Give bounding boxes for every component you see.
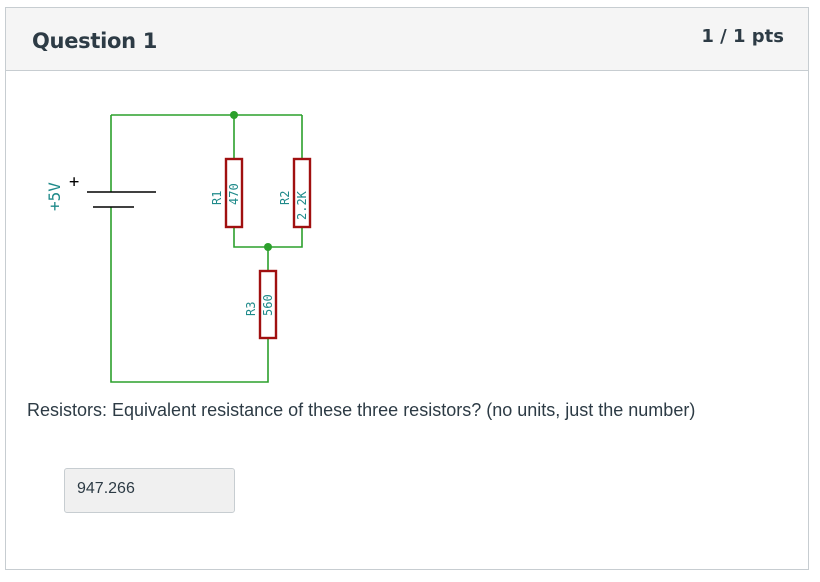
question-header: Question 1 1 / 1 pts bbox=[6, 8, 808, 71]
resistor-r2: R2 2.2K bbox=[278, 157, 312, 229]
question-points: 1 / 1 pts bbox=[701, 26, 784, 47]
junction-top bbox=[230, 111, 238, 119]
battery-polarity-label: + bbox=[69, 172, 79, 192]
circuit-diagram: + +5V R1 470 R2 2.2K R3 560 bbox=[45, 111, 312, 383]
junction-middle bbox=[264, 243, 272, 251]
answer-field[interactable]: 947.266 bbox=[64, 468, 235, 513]
battery-symbol bbox=[87, 191, 156, 208]
resistor-r1-value: 470 bbox=[227, 183, 241, 205]
resistor-r2-ref: R2 bbox=[278, 191, 292, 205]
source-voltage-label: +5V bbox=[45, 182, 64, 211]
resistor-r3: R3 560 bbox=[244, 269, 278, 340]
circuit-wires bbox=[110, 114, 303, 383]
resistor-r1-body bbox=[224, 157, 244, 229]
resistor-r1: R1 470 bbox=[210, 157, 244, 229]
resistor-r1-ref: R1 bbox=[210, 191, 224, 205]
resistor-r3-value: 560 bbox=[261, 294, 275, 316]
question-text: Resistors: Equivalent resistance of thes… bbox=[27, 400, 696, 420]
wire-left-lower bbox=[110, 207, 269, 383]
question-title: Question 1 bbox=[32, 29, 158, 53]
resistor-r2-value: 2.2K bbox=[295, 190, 309, 220]
resistor-r2-body bbox=[292, 157, 312, 229]
resistor-r3-ref: R3 bbox=[244, 302, 258, 316]
resistor-r3-body bbox=[258, 269, 278, 340]
